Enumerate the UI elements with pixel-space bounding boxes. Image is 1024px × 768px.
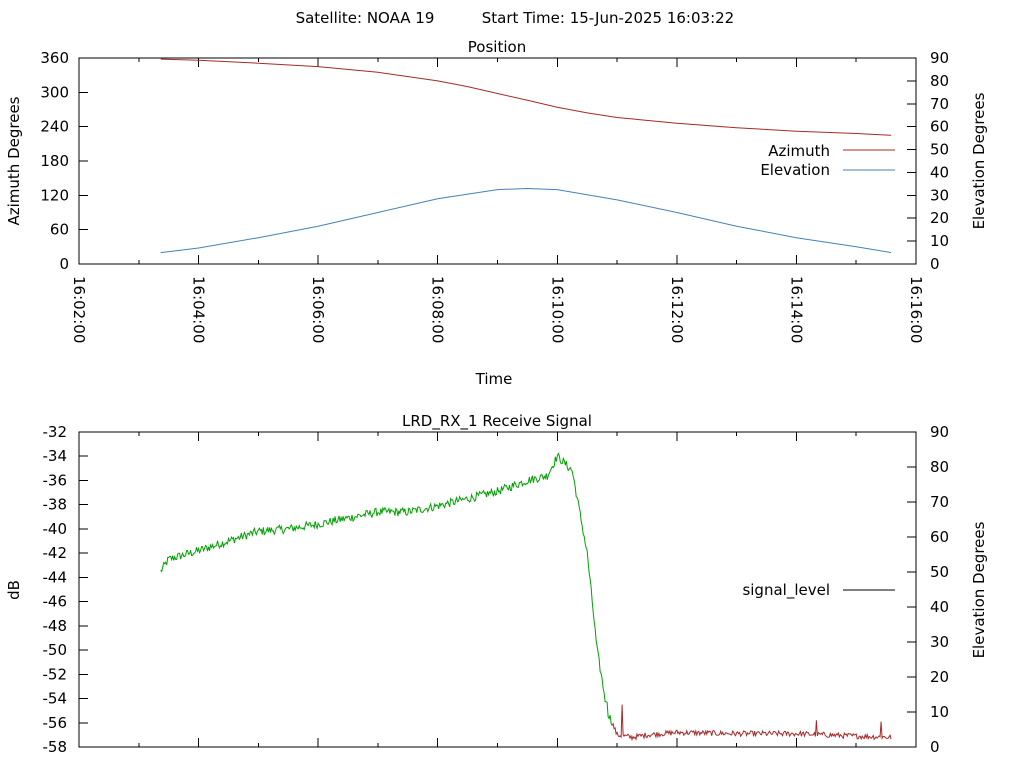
db-tick-label: -56 bbox=[43, 714, 68, 732]
time-tick-label: 16:08:00 bbox=[429, 276, 447, 343]
db-tick-label: -58 bbox=[43, 738, 68, 756]
azimuth-tick-label: 180 bbox=[40, 152, 69, 170]
db-tick-label: -32 bbox=[43, 423, 68, 441]
elevation-axis-label: Elevation Degrees bbox=[970, 92, 988, 229]
time-tick-label: 16:14:00 bbox=[787, 276, 805, 343]
db-tick-label: -34 bbox=[43, 447, 68, 465]
azimuth-tick-label: 240 bbox=[40, 118, 69, 136]
elevation-tick-label: 90 bbox=[930, 49, 949, 67]
db-tick-label: -36 bbox=[43, 471, 68, 489]
elevation-tick-label: 40 bbox=[930, 163, 949, 181]
time-tick-label: 16:12:00 bbox=[668, 276, 686, 343]
time-axis: 16:02:00 16:04:00 16:06:00 16:08:00 16:10:00… bbox=[70, 58, 925, 343]
elevation-tick-label: 20 bbox=[930, 209, 949, 227]
db-axis: -32 -34 -36 -38 -40 -42 -44 -46 -48 -50 -52 -54 -56 -… bbox=[43, 423, 88, 756]
signal-elevation-tick-label: 10 bbox=[930, 703, 949, 721]
time-tick-label: 16:06:00 bbox=[309, 276, 327, 343]
signal-elevation-tick-label: 90 bbox=[930, 423, 949, 441]
db-tick-label: -38 bbox=[43, 496, 68, 514]
elevation-tick-label: 50 bbox=[930, 141, 949, 159]
signal-elevation-tick-label: 50 bbox=[930, 563, 949, 581]
db-axis-label: dB bbox=[5, 580, 23, 600]
elevation-tick-label: 70 bbox=[930, 95, 949, 113]
legend-elevation-label: Elevation bbox=[760, 161, 830, 179]
db-tick-label: -40 bbox=[43, 520, 68, 538]
elevation-tick-label: 30 bbox=[930, 186, 949, 204]
azimuth-axis: 0 60 120 180 240 300 360 bbox=[40, 49, 88, 273]
signal-series bbox=[160, 452, 892, 742]
position-series bbox=[160, 58, 892, 254]
signal-time-axis bbox=[78, 432, 917, 747]
time-axis-label: Time bbox=[475, 370, 513, 388]
signal-legend: signal_level bbox=[742, 581, 895, 600]
start-time-label: Start Time: 15-Jun-2025 16:03:22 bbox=[482, 9, 734, 27]
time-tick-label: 16:04:00 bbox=[190, 276, 208, 343]
signal-elevation-tick-label: 0 bbox=[930, 738, 940, 756]
db-tick-label: -54 bbox=[43, 690, 68, 708]
azimuth-axis-label: Azimuth Degrees bbox=[5, 96, 23, 225]
position-chart: Position 0 60 120 180 240 300 360 0 10 20 30 40 50 6… bbox=[5, 38, 988, 388]
signal-level-line-high bbox=[160, 452, 613, 726]
db-tick-label: -46 bbox=[43, 593, 68, 611]
azimuth-series-line bbox=[160, 58, 892, 136]
azimuth-tick-label: 60 bbox=[50, 221, 69, 239]
elevation-tick-label: 0 bbox=[930, 255, 940, 273]
azimuth-tick-label: 0 bbox=[59, 255, 69, 273]
satellite-label: Satellite: NOAA 19 bbox=[296, 9, 435, 27]
db-tick-label: -44 bbox=[43, 568, 68, 586]
elevation-tick-label: 80 bbox=[930, 72, 949, 90]
elevation-axis: 0 10 20 30 40 50 60 70 80 90 bbox=[907, 49, 949, 273]
azimuth-tick-label: 120 bbox=[40, 186, 69, 204]
signal-chart: LRD_RX_1 Receive Signal -32-34-36-38-40-… bbox=[5, 412, 988, 756]
signal-elevation-tick-label: 80 bbox=[930, 458, 949, 476]
signal-elevation-tick-label: 30 bbox=[930, 633, 949, 651]
db-tick-label: -48 bbox=[43, 617, 68, 635]
time-tick-label: 16:02:00 bbox=[70, 276, 88, 343]
elevation-tick-label: 10 bbox=[930, 232, 949, 250]
position-chart-title: Position bbox=[468, 38, 526, 56]
legend-azimuth-label: Azimuth bbox=[768, 142, 830, 160]
signal-elevation-tick-label: 40 bbox=[930, 598, 949, 616]
time-tick-label: 16:10:00 bbox=[548, 276, 566, 343]
azimuth-tick-label: 360 bbox=[40, 49, 69, 67]
signal-elevation-axis: 0 10 20 30 40 50 60 70 80 90 bbox=[907, 423, 949, 756]
db-tick-label: -42 bbox=[43, 544, 68, 562]
db-tick-label: -50 bbox=[43, 641, 68, 659]
elevation-series-line bbox=[160, 187, 892, 254]
signal-chart-title: LRD_RX_1 Receive Signal bbox=[402, 412, 592, 431]
legend-signal-label: signal_level bbox=[742, 581, 830, 600]
signal-elevation-tick-label: 60 bbox=[930, 528, 949, 546]
db-tick-label: -52 bbox=[43, 665, 68, 683]
signal-elevation-axis-label: Elevation Degrees bbox=[970, 521, 988, 658]
signal-elevation-tick-label: 20 bbox=[930, 668, 949, 686]
azimuth-tick-label: 300 bbox=[40, 83, 69, 101]
position-legend: Azimuth Elevation bbox=[760, 142, 895, 179]
signal-elevation-tick-label: 70 bbox=[930, 493, 949, 511]
time-tick-label: 16:16:00 bbox=[907, 276, 925, 343]
elevation-tick-label: 60 bbox=[930, 118, 949, 136]
signal-level-line-low bbox=[611, 704, 892, 742]
